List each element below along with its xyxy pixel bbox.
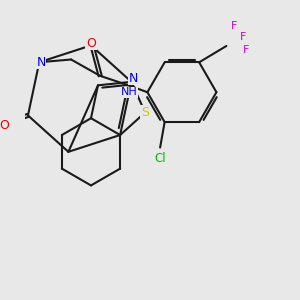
Text: O: O (86, 37, 96, 50)
Text: F: F (240, 32, 246, 42)
Text: O: O (0, 118, 9, 132)
Text: S: S (141, 106, 149, 119)
Text: F: F (230, 21, 237, 31)
Text: N: N (36, 56, 46, 69)
Text: NH: NH (121, 87, 138, 97)
Text: Cl: Cl (154, 152, 166, 165)
Text: N: N (128, 72, 138, 85)
Text: F: F (243, 45, 250, 55)
